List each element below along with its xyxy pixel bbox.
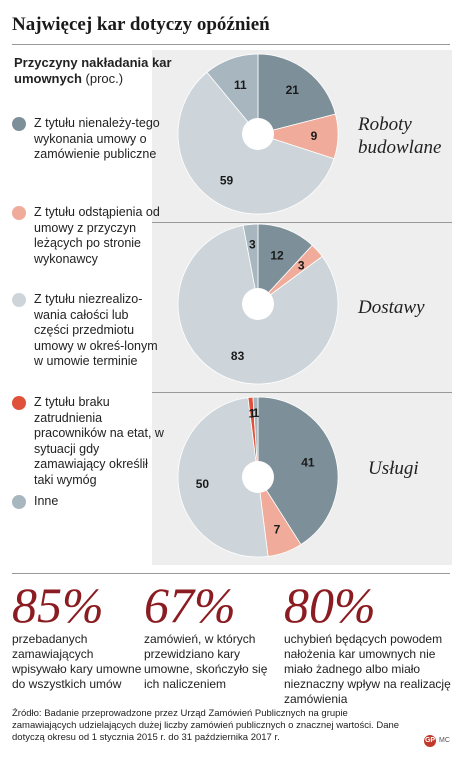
- legend-item-label: Z tytułu braku zatrudnienia pracowników …: [34, 395, 164, 487]
- legend-swatch: [12, 117, 26, 131]
- pie-slice: [257, 396, 339, 546]
- stat-value: 85%: [12, 577, 104, 633]
- stat-80: 80% uchybień będących powodem nałożenia …: [284, 580, 452, 707]
- pie-label-dostawy: Dostawy: [358, 297, 425, 318]
- logo-mark: GP: [424, 734, 436, 747]
- band-divider-1: [152, 222, 452, 223]
- legend-heading-text: Przyczyny nakładania kar umownych: [14, 55, 172, 86]
- pie-value-label: 50: [196, 477, 210, 491]
- pie-value-label: 21: [286, 83, 300, 97]
- pie-slice: [242, 223, 259, 305]
- logo-suffix: MC: [439, 737, 450, 745]
- pie-value-label: 12: [270, 249, 284, 263]
- legend-item-label: Z tytułu niezrealizo-wania całości lub c…: [34, 292, 158, 368]
- pie-value-label: 3: [298, 258, 305, 272]
- pie-value-label: 41: [301, 456, 315, 470]
- pie-charts: 21 9 59 11 12 3 83 3 41 7 50 11: [177, 53, 339, 558]
- pie-slice: [177, 397, 269, 558]
- stat-85: 85% przebadanych zamawiających wpisywało…: [12, 580, 142, 692]
- pie-center-hole: [242, 288, 274, 320]
- legend-item-label: Inne: [34, 494, 59, 508]
- pie-label-roboty: Roboty budowlane: [358, 114, 442, 158]
- stat-value: 67%: [144, 577, 236, 633]
- stat-description: przebadanych zamawiających wpisywało kar…: [12, 632, 142, 691]
- stat-67: 67% zamówień, w których przewidziano kar…: [144, 580, 274, 692]
- title-divider: [12, 44, 450, 45]
- legend-swatch: [12, 293, 26, 307]
- legend-swatch: [12, 396, 26, 410]
- legend-item-label: Z tytułu nienależy-tego wykonania umowy …: [34, 116, 160, 161]
- pie-value-label: 59: [220, 173, 234, 187]
- pie-label-uslugi: Usługi: [368, 458, 419, 479]
- pie-center-hole: [242, 461, 274, 493]
- pie-value-label: 11: [234, 78, 247, 92]
- stat-value: 80%: [284, 577, 376, 633]
- legend-heading: Przyczyny nakładania kar umownych (proc.…: [14, 55, 194, 87]
- pie-value-label: 3: [249, 237, 256, 251]
- pie-value-label: 83: [231, 349, 245, 363]
- pie-slice: [252, 396, 259, 478]
- legend-item-label: Z tytułu odstąpienia od umowy z przyczyn…: [34, 205, 160, 266]
- pie-value-label: 9: [311, 129, 318, 143]
- legend-unit: (proc.): [85, 71, 124, 86]
- band-divider-2: [152, 392, 452, 393]
- pie-value-label: 1: [253, 406, 260, 420]
- pie-center-hole: [242, 118, 274, 150]
- legend-swatch: [12, 495, 26, 509]
- legend-swatch: [12, 206, 26, 220]
- publisher-logo: GP MC: [424, 732, 450, 750]
- pie-value-label: 1: [249, 406, 256, 420]
- pie-slice: [257, 53, 336, 135]
- pie-slice: [257, 223, 313, 306]
- stat-description: uchybień będących powodem nałożenia kar …: [284, 632, 451, 706]
- pie-value-label: 7: [274, 523, 281, 537]
- page-title: Najwięcej kar dotyczy opóźnień: [12, 14, 270, 35]
- stat-description: zamówień, w których przewidziano kary um…: [144, 632, 268, 691]
- source-note: Źródło: Badanie przeprowadzone przez Urz…: [12, 708, 400, 743]
- pie-slice: [206, 53, 259, 136]
- stats-divider: [12, 573, 450, 574]
